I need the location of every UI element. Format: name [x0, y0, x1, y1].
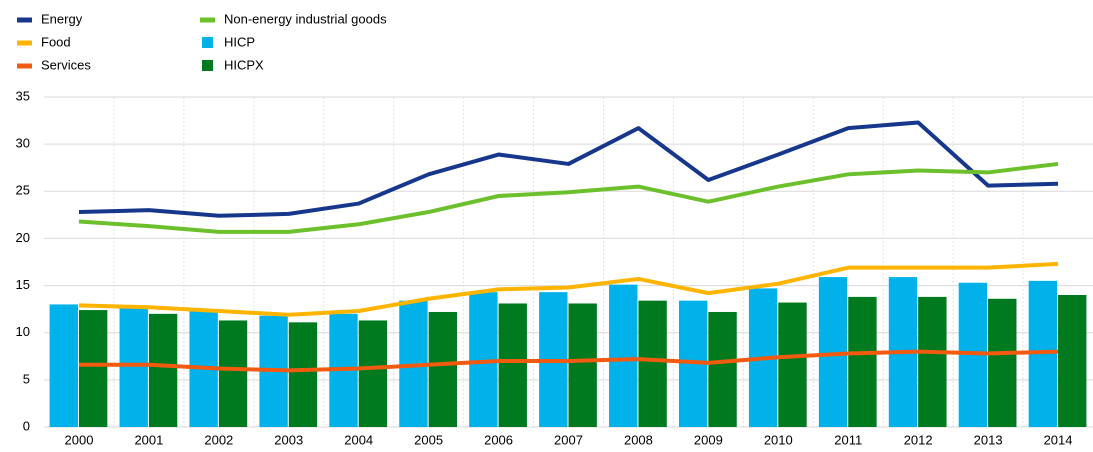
y-tick-label: 20	[16, 230, 30, 245]
x-tick-label: 2001	[134, 432, 163, 447]
x-tick-label: 2009	[694, 432, 723, 447]
legend-label: Energy	[41, 11, 83, 26]
x-tick-label: 2005	[414, 432, 443, 447]
x-tick-label: 2012	[904, 432, 933, 447]
bar	[218, 320, 248, 427]
y-tick-label: 0	[23, 418, 30, 433]
bar	[568, 303, 597, 427]
y-tick-label: 25	[16, 183, 30, 198]
bar	[358, 320, 388, 427]
line-series	[78, 161, 1059, 234]
line-series	[78, 120, 1059, 218]
legend-label: Food	[41, 34, 71, 49]
bar	[708, 311, 737, 427]
x-tick-label: 2000	[65, 432, 94, 447]
x-tick-label: 2011	[834, 432, 862, 447]
y-tick-label: 5	[23, 371, 30, 386]
bar	[848, 296, 877, 427]
bar	[638, 300, 667, 427]
x-tick-label: 2004	[344, 432, 373, 447]
line-series	[78, 261, 1059, 317]
y-tick-label: 15	[16, 277, 30, 292]
bar	[428, 311, 458, 427]
line-series	[78, 349, 1059, 373]
legend-label: Services	[41, 57, 91, 72]
bar	[918, 296, 947, 427]
x-tick-label: 2002	[204, 432, 233, 447]
x-tick-label: 2010	[764, 432, 793, 447]
y-tick-label: 10	[16, 324, 30, 339]
legend-label: HICP	[224, 34, 255, 49]
bar	[988, 298, 1017, 427]
bar	[609, 284, 638, 427]
bar	[78, 310, 108, 427]
x-tick-label: 2006	[484, 432, 513, 447]
bar	[778, 302, 807, 427]
x-tick-label: 2014	[1044, 432, 1073, 447]
bar	[49, 304, 78, 427]
legend-marker	[202, 37, 213, 48]
x-tick-label: 2007	[554, 432, 583, 447]
bar	[288, 322, 318, 427]
x-tick-label: 2003	[274, 432, 303, 447]
y-tick-label: 35	[16, 88, 30, 103]
bar	[498, 303, 527, 427]
bar	[1058, 295, 1087, 427]
y-tick-label: 30	[16, 136, 30, 151]
bar	[148, 313, 178, 427]
legend-label: Non-energy industrial goods	[224, 11, 387, 26]
legend-label: HICPX	[224, 57, 264, 72]
x-tick-label: 2013	[974, 432, 1003, 447]
x-tick-label: 2008	[624, 432, 653, 447]
legend-marker	[202, 60, 213, 71]
